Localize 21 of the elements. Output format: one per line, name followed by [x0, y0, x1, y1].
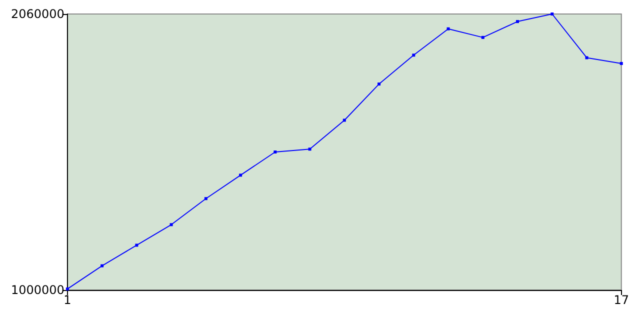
point — [550, 12, 554, 16]
point — [274, 150, 277, 154]
y-tick-label: 2060000 — [10, 7, 64, 21]
point — [342, 118, 346, 122]
x-tick-label: 17 — [614, 293, 630, 307]
point — [516, 20, 520, 24]
point — [308, 148, 312, 151]
point — [620, 62, 623, 65]
x-tick-label: 1 — [64, 293, 72, 307]
point — [481, 36, 484, 39]
point — [135, 244, 138, 247]
point — [585, 56, 588, 60]
point — [100, 264, 104, 268]
point — [239, 174, 242, 177]
point — [170, 223, 173, 226]
point — [204, 197, 208, 200]
point — [412, 54, 416, 57]
point — [446, 27, 450, 30]
y-tick-label: 1000000 — [10, 283, 64, 297]
point — [378, 82, 381, 86]
point — [66, 287, 69, 290]
